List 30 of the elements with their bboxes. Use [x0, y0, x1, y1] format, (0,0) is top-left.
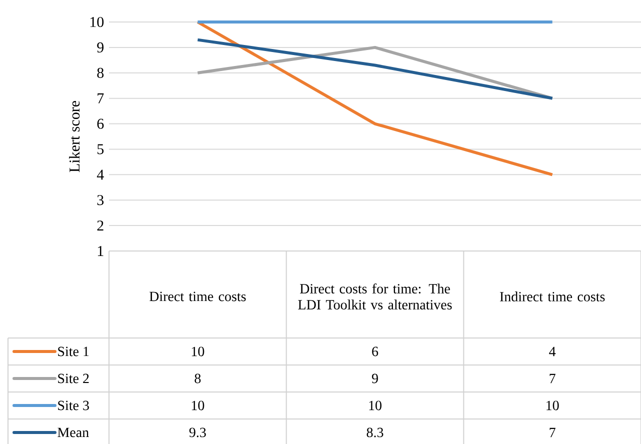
data-label: 9	[372, 374, 378, 384]
legend-label: Mean	[58, 428, 89, 438]
x-tick-label: Direct costs for time: The LDI Toolkit vs alternatives	[298, 283, 452, 310]
legend-label: Site 1	[58, 346, 89, 356]
y-tick-label: 3	[97, 195, 104, 206]
data-label: 10	[192, 346, 204, 356]
data-label: 8	[194, 374, 201, 384]
data-label: 4	[549, 346, 556, 356]
data-label: 7	[550, 428, 556, 438]
data-label: 8.3	[366, 428, 384, 438]
data-label: 10	[369, 400, 382, 410]
legend-label: Site 3	[58, 400, 89, 410]
y-tick-label: 6	[97, 118, 104, 129]
x-tick-label: Indirect time costs	[500, 292, 605, 302]
y-tick-label: 8	[97, 68, 104, 78]
y-tick-label: 1	[98, 246, 104, 256]
data-label: 7	[550, 374, 556, 384]
data-label: 9.3	[189, 428, 206, 438]
y-tick-label: 2	[97, 220, 104, 231]
y-tick-label: 7	[98, 93, 104, 104]
y-tick-label: 5	[98, 144, 104, 154]
legend-label: Site 2	[58, 374, 89, 384]
x-tick-label: Direct time costs	[149, 292, 246, 302]
y-tick-label: 4	[96, 170, 104, 180]
y-tick-label: 10	[90, 16, 104, 28]
y-tick-label: 9	[97, 42, 104, 52]
y-axis-title: Likert score	[69, 100, 80, 172]
data-label: 10	[192, 400, 204, 410]
data-label: 6	[372, 346, 378, 356]
data-label: 10	[546, 400, 559, 410]
